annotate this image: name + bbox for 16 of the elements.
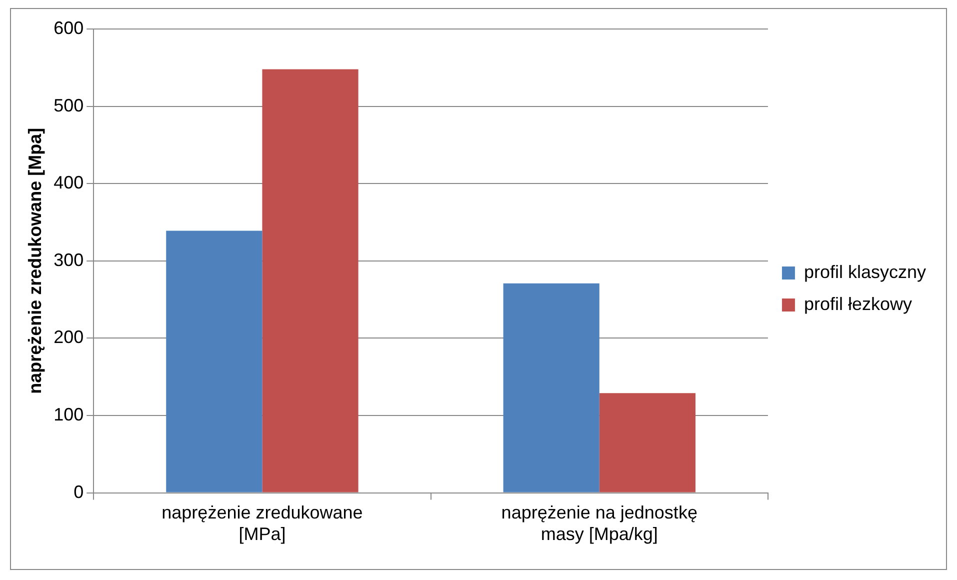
legend-label: profil klasyczny <box>804 262 926 282</box>
y-tick-label: 600 <box>54 18 84 38</box>
bar <box>262 69 358 492</box>
x-tick-label: naprężenie na jednostkę masy [Mpa/kg] <box>501 502 698 544</box>
y-tick-label: 100 <box>54 404 84 424</box>
y-tick-label: 400 <box>54 172 84 193</box>
y-tick-label: 200 <box>54 327 84 348</box>
y-tick-label: 0 <box>74 482 84 502</box>
bar <box>166 230 262 492</box>
y-tick-label: 500 <box>54 95 84 116</box>
legend-label: profil łezkowy <box>804 294 912 314</box>
bar <box>503 283 600 492</box>
y-tick-label: 300 <box>54 250 84 270</box>
bar <box>599 393 696 492</box>
x-tick-label: naprężenie zredukowane [MPa] <box>162 502 363 544</box>
y-axis-title: naprężenie zredukowane [Mpa] <box>24 128 45 394</box>
